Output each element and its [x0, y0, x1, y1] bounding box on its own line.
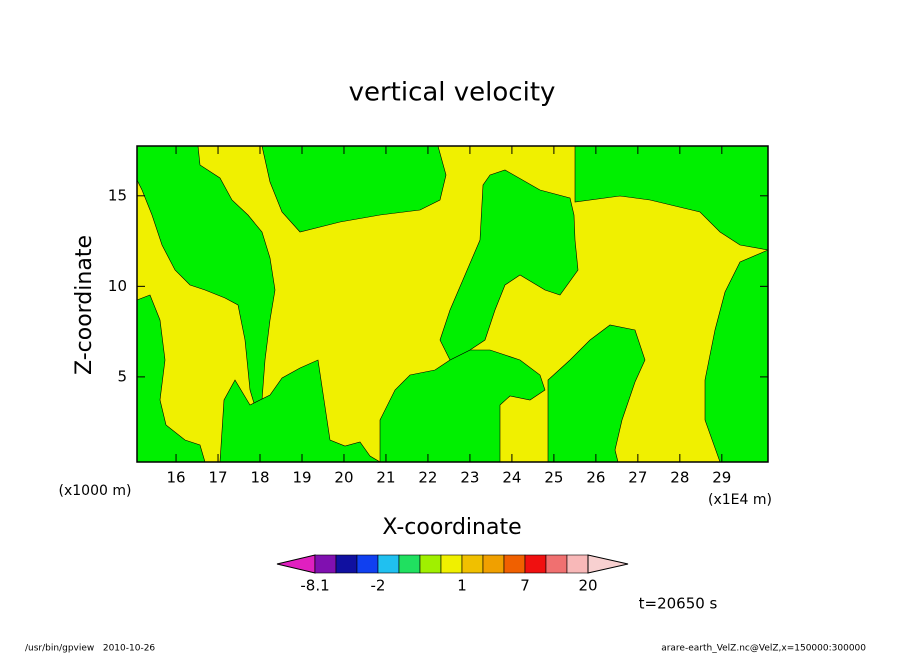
chart-title: vertical velocity [349, 78, 556, 108]
x-tick-label: 28 [670, 469, 689, 487]
footer-right: arare-earth_VelZ.nc@VelZ,x=150000:300000 [661, 644, 866, 654]
field-region [379, 349, 546, 463]
plot-frame [136, 145, 769, 463]
y-tick-label: 10 [108, 277, 127, 295]
colorbar-label: -2 [371, 577, 386, 595]
y-tick-label: 5 [117, 367, 127, 385]
colorbar-cell [503, 554, 526, 574]
colorbar-label: 20 [578, 577, 597, 595]
colorbar-extend [587, 554, 629, 574]
colorbar-cell [377, 554, 400, 574]
colorbar-cell [461, 554, 484, 574]
colorbar-extend [276, 554, 316, 574]
colorbar-cell [566, 554, 589, 574]
x-tick-label: 19 [292, 469, 311, 487]
colorbar-cell [440, 554, 463, 574]
footer-left: /usr/bin/gpview 2010-10-26 [25, 644, 155, 654]
x-tick-label: 17 [208, 469, 227, 487]
colorbar-cell [524, 554, 547, 574]
colorbar-cell [545, 554, 568, 574]
x-unit: (x1E4 m) [708, 492, 772, 508]
colorbar-cell [335, 554, 358, 574]
x-tick-label: 23 [460, 469, 479, 487]
x-tick-label: 16 [166, 469, 185, 487]
colorbar-cell [356, 554, 379, 574]
x-axis-label: X-coordinate [382, 515, 521, 540]
time-label: t=20650 s [639, 595, 718, 613]
colorbar-label: 7 [520, 577, 530, 595]
field-region [547, 324, 646, 463]
colorbar-label: 1 [457, 577, 467, 595]
y-unit: (x1000 m) [59, 483, 132, 499]
x-tick-label: 27 [628, 469, 647, 487]
x-tick-label: 26 [586, 469, 605, 487]
colorbar-cell [482, 554, 505, 574]
x-tick-label: 25 [544, 469, 563, 487]
colorbar-label: -8.1 [300, 577, 329, 595]
colorbar-cell [398, 554, 421, 574]
x-tick-label: 18 [250, 469, 269, 487]
colorbar-cell [419, 554, 442, 574]
field-region [439, 169, 579, 361]
contour-field [136, 145, 769, 463]
x-tick-label: 20 [334, 469, 353, 487]
y-tick-label: 15 [108, 186, 127, 204]
y-axis-label: Z-coordinate [72, 235, 97, 375]
x-tick-label: 22 [418, 469, 437, 487]
field-region [219, 359, 382, 463]
x-tick-label: 29 [712, 469, 731, 487]
x-tick-label: 21 [376, 469, 395, 487]
colorbar-cell [314, 554, 337, 574]
field-region [261, 145, 447, 233]
x-tick-label: 24 [502, 469, 521, 487]
